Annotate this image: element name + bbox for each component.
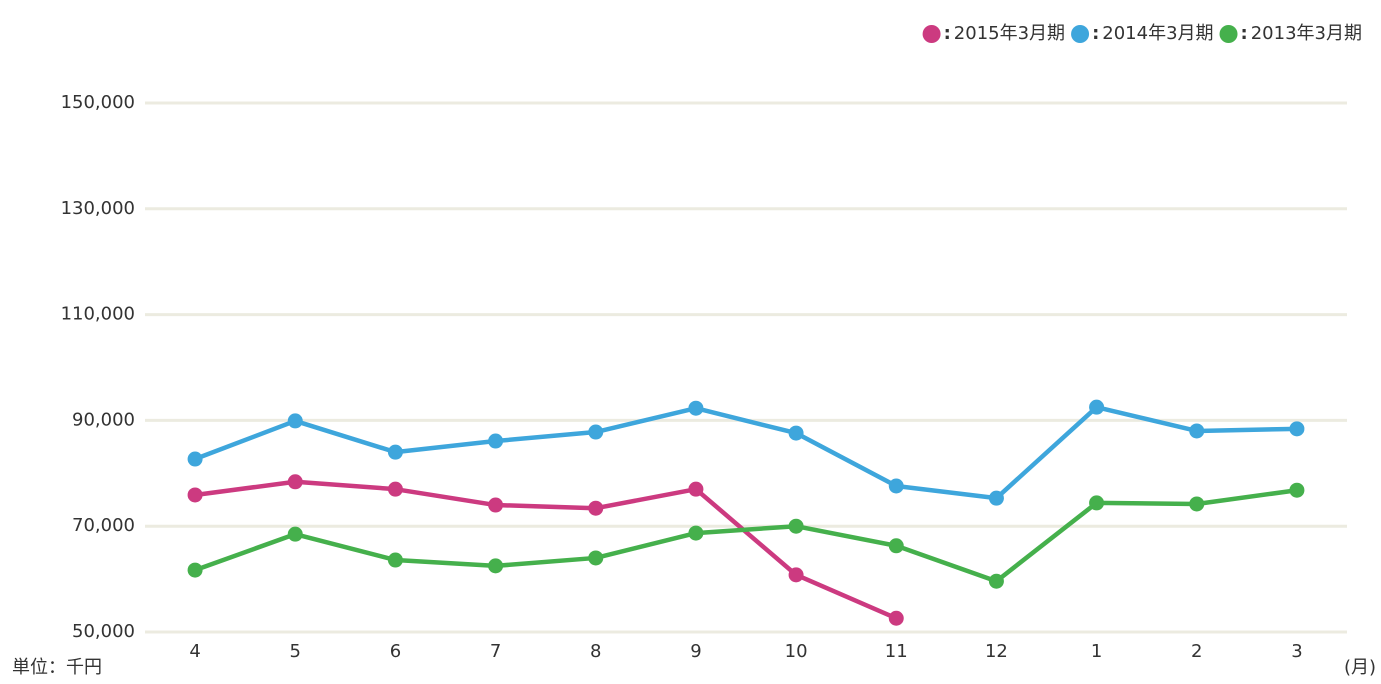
data-point — [988, 573, 1004, 589]
data-point — [187, 451, 203, 467]
data-point — [387, 444, 403, 460]
data-point — [187, 562, 203, 578]
legend-label: 2013年3月期 — [1251, 23, 1362, 44]
x-tick-label: 3 — [1291, 641, 1302, 662]
legend-swatch — [922, 25, 941, 43]
legend-swatch — [1071, 25, 1090, 43]
x-tick-label: 2 — [1191, 641, 1202, 662]
data-point — [488, 497, 504, 513]
x-tick-label: 1 — [1091, 641, 1102, 662]
series-line — [194, 487, 1298, 584]
data-point — [1189, 423, 1205, 439]
data-point — [287, 413, 303, 429]
data-point — [1289, 421, 1305, 437]
x-unit-label: (月) — [1344, 657, 1376, 678]
x-tick-label: 11 — [885, 641, 908, 662]
x-tick-label: 7 — [490, 641, 501, 662]
x-tick-label: 12 — [985, 641, 1008, 662]
x-tick-label: 5 — [290, 641, 301, 662]
x-tick-label: 4 — [189, 641, 200, 662]
data-point — [688, 400, 704, 416]
data-point — [588, 500, 604, 516]
legend-separator: : — [1241, 23, 1248, 44]
data-point — [488, 558, 504, 574]
data-point — [1089, 399, 1105, 415]
data-point — [588, 550, 604, 566]
y-tick-label: 70,000 — [72, 515, 135, 536]
data-point — [1089, 495, 1105, 511]
data-point — [888, 538, 904, 554]
y-tick-label: 130,000 — [61, 198, 135, 219]
data-point — [688, 481, 704, 497]
y-tick-label: 110,000 — [61, 304, 135, 325]
series-line — [194, 404, 1297, 501]
legend-swatch — [1219, 25, 1238, 43]
y-unit-label: 単位：千円 — [12, 657, 102, 678]
y-tick-label: 50,000 — [72, 621, 135, 642]
legend-separator: : — [1092, 23, 1099, 44]
data-point — [387, 481, 403, 497]
data-point — [387, 552, 403, 568]
y-tick-label: 90,000 — [72, 409, 135, 430]
legend-label: 2014年3月期 — [1102, 23, 1213, 44]
data-point — [788, 518, 804, 534]
data-point — [888, 478, 904, 494]
y-tick-label: 150,000 — [61, 92, 135, 113]
legend-separator: : — [944, 23, 951, 44]
x-tick-label: 10 — [785, 641, 808, 662]
data-point — [1289, 482, 1305, 498]
data-point — [688, 525, 704, 541]
data-point — [287, 526, 303, 542]
data-point — [888, 610, 904, 626]
legend-label: 2015年3月期 — [954, 23, 1065, 44]
data-point — [788, 567, 804, 583]
x-tick-label: 9 — [690, 641, 701, 662]
data-point — [588, 424, 604, 440]
data-point — [287, 474, 303, 490]
data-point — [988, 490, 1004, 506]
data-point — [1189, 496, 1205, 512]
data-point — [488, 433, 504, 449]
x-tick-label: 6 — [390, 641, 401, 662]
x-tick-label: 8 — [590, 641, 601, 662]
data-point — [788, 425, 804, 441]
series-line — [194, 479, 898, 621]
data-point — [187, 487, 203, 503]
